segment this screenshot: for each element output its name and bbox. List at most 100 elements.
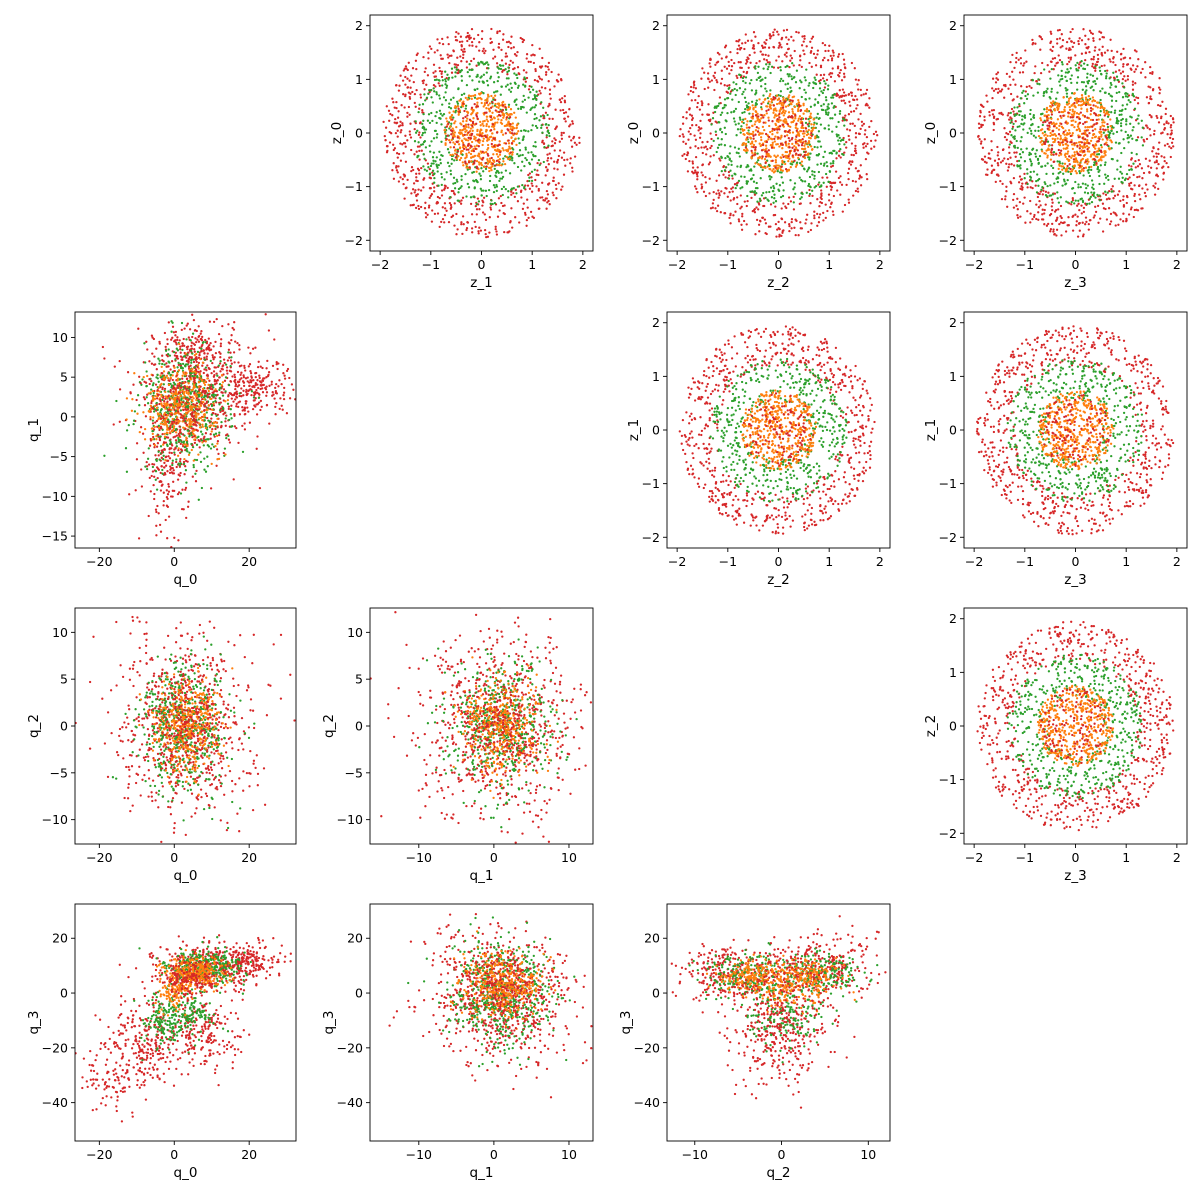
scatter-point xyxy=(1086,192,1090,195)
scatter-point xyxy=(412,203,415,206)
scatter-point xyxy=(1050,164,1053,167)
scatter-point xyxy=(515,192,518,195)
scatter-point xyxy=(389,112,392,116)
scatter-point xyxy=(542,116,545,120)
scatter-point xyxy=(694,98,697,102)
scatter-point xyxy=(802,135,806,138)
scatter-point xyxy=(1052,230,1055,233)
scatter-point xyxy=(789,125,792,129)
scatter-point xyxy=(535,185,538,188)
scatter-point xyxy=(820,197,823,201)
scatter-point xyxy=(500,171,503,174)
scatter-point xyxy=(1129,181,1133,185)
scatter-point xyxy=(419,96,423,99)
scatter-point xyxy=(487,146,490,150)
scatter-point xyxy=(783,53,787,56)
scatter-point xyxy=(487,138,491,141)
scatter-point xyxy=(1158,77,1161,80)
scatter-point xyxy=(771,133,774,136)
scatter-point xyxy=(1113,111,1116,115)
scatter-point xyxy=(725,90,728,93)
scatter-point xyxy=(1125,120,1128,123)
scatter-point xyxy=(460,79,464,82)
scatter-point xyxy=(422,186,425,189)
scatter-point xyxy=(758,60,761,63)
scatter-point xyxy=(784,205,787,208)
scatter-point xyxy=(533,93,536,97)
scatter-point xyxy=(785,28,789,32)
scatter-point xyxy=(804,109,807,113)
scatter-point xyxy=(779,79,782,83)
scatter-point xyxy=(1065,92,1069,95)
scatter-point xyxy=(1077,42,1080,46)
scatter-point xyxy=(1049,97,1052,100)
scatter-point xyxy=(1014,120,1017,123)
scatter-point xyxy=(1043,181,1046,184)
scatter-point xyxy=(550,157,553,160)
scatter-point xyxy=(818,213,822,216)
scatter-point xyxy=(795,129,798,132)
scatter-point xyxy=(1054,134,1058,137)
scatter-point xyxy=(698,108,702,111)
scatter-point xyxy=(516,50,519,54)
scatter-point xyxy=(495,131,499,134)
scatter-point xyxy=(816,224,819,227)
scatter-point xyxy=(843,119,846,122)
scatter-point xyxy=(853,124,856,128)
scatter-point xyxy=(488,216,491,219)
scatter-point xyxy=(529,60,532,64)
scatter-point xyxy=(1096,106,1099,109)
scatter-point xyxy=(1133,184,1136,187)
scatter-point xyxy=(454,38,458,42)
scatter-point xyxy=(489,106,493,109)
scatter-point xyxy=(800,95,803,99)
scatter-point xyxy=(1122,65,1125,68)
scatter-point xyxy=(505,112,509,115)
scatter-point xyxy=(447,220,451,224)
scatter-point xyxy=(455,125,458,129)
scatter-point xyxy=(1059,221,1063,224)
scatter-point xyxy=(797,117,800,120)
scatter-point xyxy=(450,114,454,117)
scatter-point xyxy=(768,63,771,66)
scatter-point xyxy=(753,193,757,196)
scatter-point xyxy=(807,117,810,121)
scatter-point xyxy=(991,77,995,80)
scatter-point xyxy=(775,102,779,106)
scatter-point xyxy=(842,136,845,140)
scatter-point xyxy=(528,176,531,179)
scatter-point xyxy=(1149,166,1153,169)
scatter-point xyxy=(809,40,812,43)
scatter-point xyxy=(843,63,846,66)
scatter-point xyxy=(1136,117,1139,121)
scatter-point xyxy=(473,93,477,97)
scatter-point xyxy=(821,108,825,112)
scatter-point xyxy=(799,202,802,205)
scatter-point xyxy=(780,103,783,107)
scatter-point xyxy=(760,108,763,111)
scatter-point xyxy=(1040,188,1043,191)
scatter-point xyxy=(1119,124,1123,128)
scatter-point xyxy=(824,172,828,176)
scatter-point xyxy=(784,105,788,108)
scatter-point xyxy=(492,116,496,119)
scatter-point xyxy=(782,108,785,112)
scatter-point xyxy=(1034,42,1037,45)
scatter-point xyxy=(700,185,704,189)
scatter-point xyxy=(744,81,747,85)
scatter-point xyxy=(462,53,465,56)
scatter-point xyxy=(1120,180,1123,184)
scatter-point xyxy=(534,154,537,158)
scatter-point xyxy=(432,63,436,66)
scatter-point xyxy=(1073,110,1076,113)
scatter-point xyxy=(693,134,696,137)
scatter-point xyxy=(855,107,858,110)
scatter-point xyxy=(525,224,528,227)
scatter-point xyxy=(440,176,444,179)
scatter-point xyxy=(436,38,439,41)
scatter-point xyxy=(415,176,418,179)
scatter-point xyxy=(700,127,703,130)
scatter-point xyxy=(1081,182,1085,185)
scatter-point xyxy=(482,137,485,140)
scatter-point xyxy=(719,113,722,117)
